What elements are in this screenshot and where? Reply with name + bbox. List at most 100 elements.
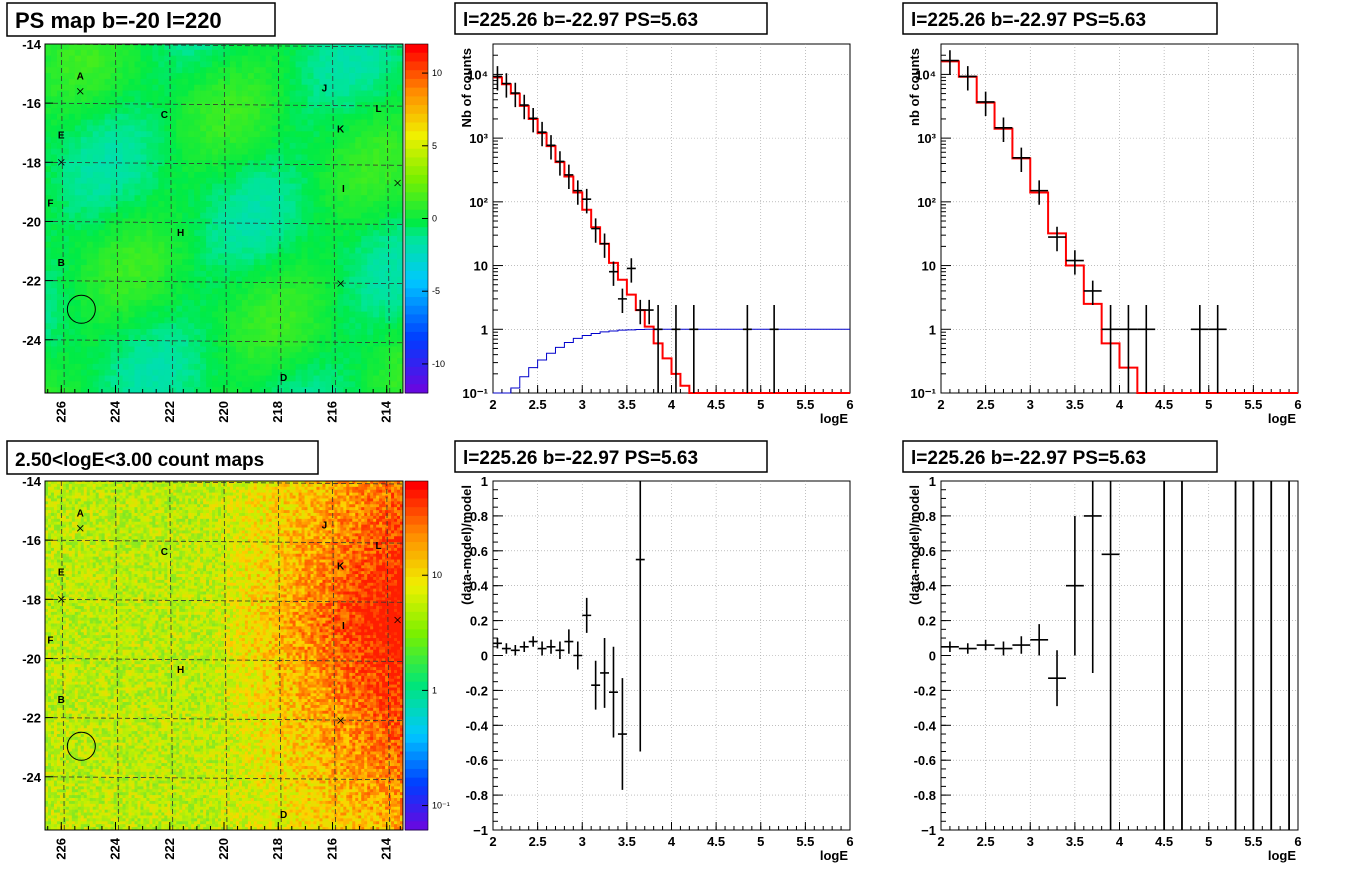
heatmap-cell bbox=[247, 218, 255, 225]
heatmap-cell bbox=[343, 230, 350, 237]
heatmap-cell bbox=[45, 189, 52, 196]
colorbar-cell bbox=[405, 61, 428, 71]
heatmap-cell bbox=[188, 270, 195, 278]
heatmap-cell bbox=[45, 73, 52, 80]
heatmap-cell bbox=[116, 253, 124, 260]
heatmap-cell bbox=[349, 282, 356, 289]
heatmap-cell bbox=[104, 212, 112, 219]
heatmap-cell bbox=[277, 270, 285, 278]
heatmap-cell bbox=[188, 329, 195, 336]
heatmap-cell bbox=[247, 235, 255, 243]
heatmap-cell bbox=[235, 78, 243, 86]
heatmap-cell bbox=[86, 270, 94, 278]
heatmap-cell bbox=[379, 201, 386, 208]
heatmap-cell bbox=[379, 334, 386, 342]
heatmap-cell bbox=[68, 716, 73, 720]
heatmap-cell bbox=[235, 323, 243, 330]
heatmap-cell bbox=[277, 253, 285, 260]
heatmap-cell bbox=[50, 224, 58, 231]
heatmap-cell bbox=[194, 369, 201, 377]
heatmap-cell bbox=[391, 212, 398, 219]
heatmap-cell bbox=[68, 177, 76, 185]
heatmap-cell bbox=[152, 107, 159, 115]
heatmap-cell bbox=[62, 768, 67, 773]
heatmap-cell bbox=[385, 294, 392, 301]
heatmap-cell bbox=[295, 224, 303, 231]
heatmap-cell bbox=[373, 218, 380, 225]
heatmap-cell bbox=[188, 317, 195, 324]
heatmap-cell bbox=[62, 760, 67, 764]
heatmap-cell bbox=[65, 760, 70, 764]
heatmap-cell bbox=[98, 305, 106, 313]
heatmap-cell bbox=[391, 381, 398, 388]
heatmap-cell bbox=[80, 113, 88, 121]
heatmap-cell bbox=[140, 189, 147, 196]
heatmap-cell bbox=[176, 369, 183, 377]
heatmap-cell bbox=[176, 137, 183, 144]
heatmap-cell bbox=[92, 247, 100, 254]
heatmap-cell bbox=[65, 582, 70, 587]
heatmap-cell bbox=[50, 652, 55, 656]
heatmap-cell bbox=[45, 78, 52, 86]
heatmap-cell bbox=[319, 305, 326, 313]
heatmap-cell bbox=[229, 212, 237, 219]
heatmap-cell bbox=[301, 131, 309, 138]
heatmap-cell bbox=[65, 614, 70, 619]
heatmap-cell bbox=[104, 113, 112, 121]
heatmap-cell bbox=[355, 189, 362, 196]
heatmap-cell bbox=[59, 638, 64, 642]
heatmap-cell bbox=[325, 218, 332, 225]
heatmap-cell bbox=[206, 288, 213, 295]
heatmap-cell bbox=[361, 317, 368, 324]
heatmap-cell bbox=[128, 334, 135, 342]
heatmap-cell bbox=[47, 576, 52, 581]
heatmap-cell bbox=[68, 780, 73, 784]
heatmap-cell bbox=[361, 154, 368, 161]
heatmap-cell bbox=[283, 61, 291, 68]
heatmap-cell bbox=[170, 323, 177, 330]
heatmap-cell bbox=[289, 67, 297, 74]
heatmap-cell bbox=[68, 299, 76, 307]
heatmap-cell bbox=[277, 166, 285, 173]
heatmap-cell bbox=[194, 148, 201, 156]
heatmap-cell bbox=[47, 574, 52, 578]
heatmap-cell bbox=[104, 160, 112, 167]
heatmap-cell bbox=[194, 276, 201, 283]
heatmap-cell bbox=[218, 206, 225, 214]
heatmap-cell bbox=[325, 265, 332, 272]
heatmap-cell bbox=[134, 381, 141, 388]
heatmap-cell bbox=[98, 201, 106, 208]
heatmap-cell bbox=[45, 803, 49, 808]
heatmap-cell bbox=[59, 585, 64, 590]
heatmap-cell bbox=[188, 305, 195, 313]
heatmap-cell bbox=[56, 501, 61, 505]
heatmap-cell bbox=[68, 201, 76, 208]
heatmap-cell bbox=[45, 710, 49, 715]
heatmap-cell bbox=[188, 212, 195, 219]
heatmap-cell bbox=[337, 387, 344, 393]
colorbar-cell bbox=[405, 279, 428, 289]
heatmap-cell bbox=[325, 334, 332, 342]
heatmap-cell bbox=[68, 340, 76, 347]
heatmap-cell bbox=[98, 206, 106, 214]
heatmap-cell bbox=[265, 212, 273, 219]
heatmap-cell bbox=[80, 375, 88, 382]
heatmap-cell bbox=[337, 148, 344, 156]
heatmap-cell bbox=[71, 675, 76, 680]
heatmap-cell bbox=[86, 352, 94, 359]
heatmap-cell bbox=[50, 608, 55, 613]
heatmap-cell bbox=[59, 728, 64, 732]
heatmap-cell bbox=[62, 597, 67, 601]
heatmap-cell bbox=[367, 311, 374, 318]
heatmap-cell bbox=[277, 218, 285, 225]
heatmap-cell bbox=[45, 498, 49, 502]
heatmap-cell bbox=[45, 154, 52, 161]
heatmap-cell bbox=[367, 381, 374, 388]
heatmap-cell bbox=[59, 783, 64, 787]
heatmap-cell bbox=[68, 798, 73, 802]
heatmap-cell bbox=[128, 206, 135, 214]
heatmap-cell bbox=[62, 623, 67, 627]
heatmap-cell bbox=[289, 241, 297, 249]
heatmap-cell bbox=[283, 189, 291, 196]
heatmap-cell bbox=[307, 218, 314, 225]
